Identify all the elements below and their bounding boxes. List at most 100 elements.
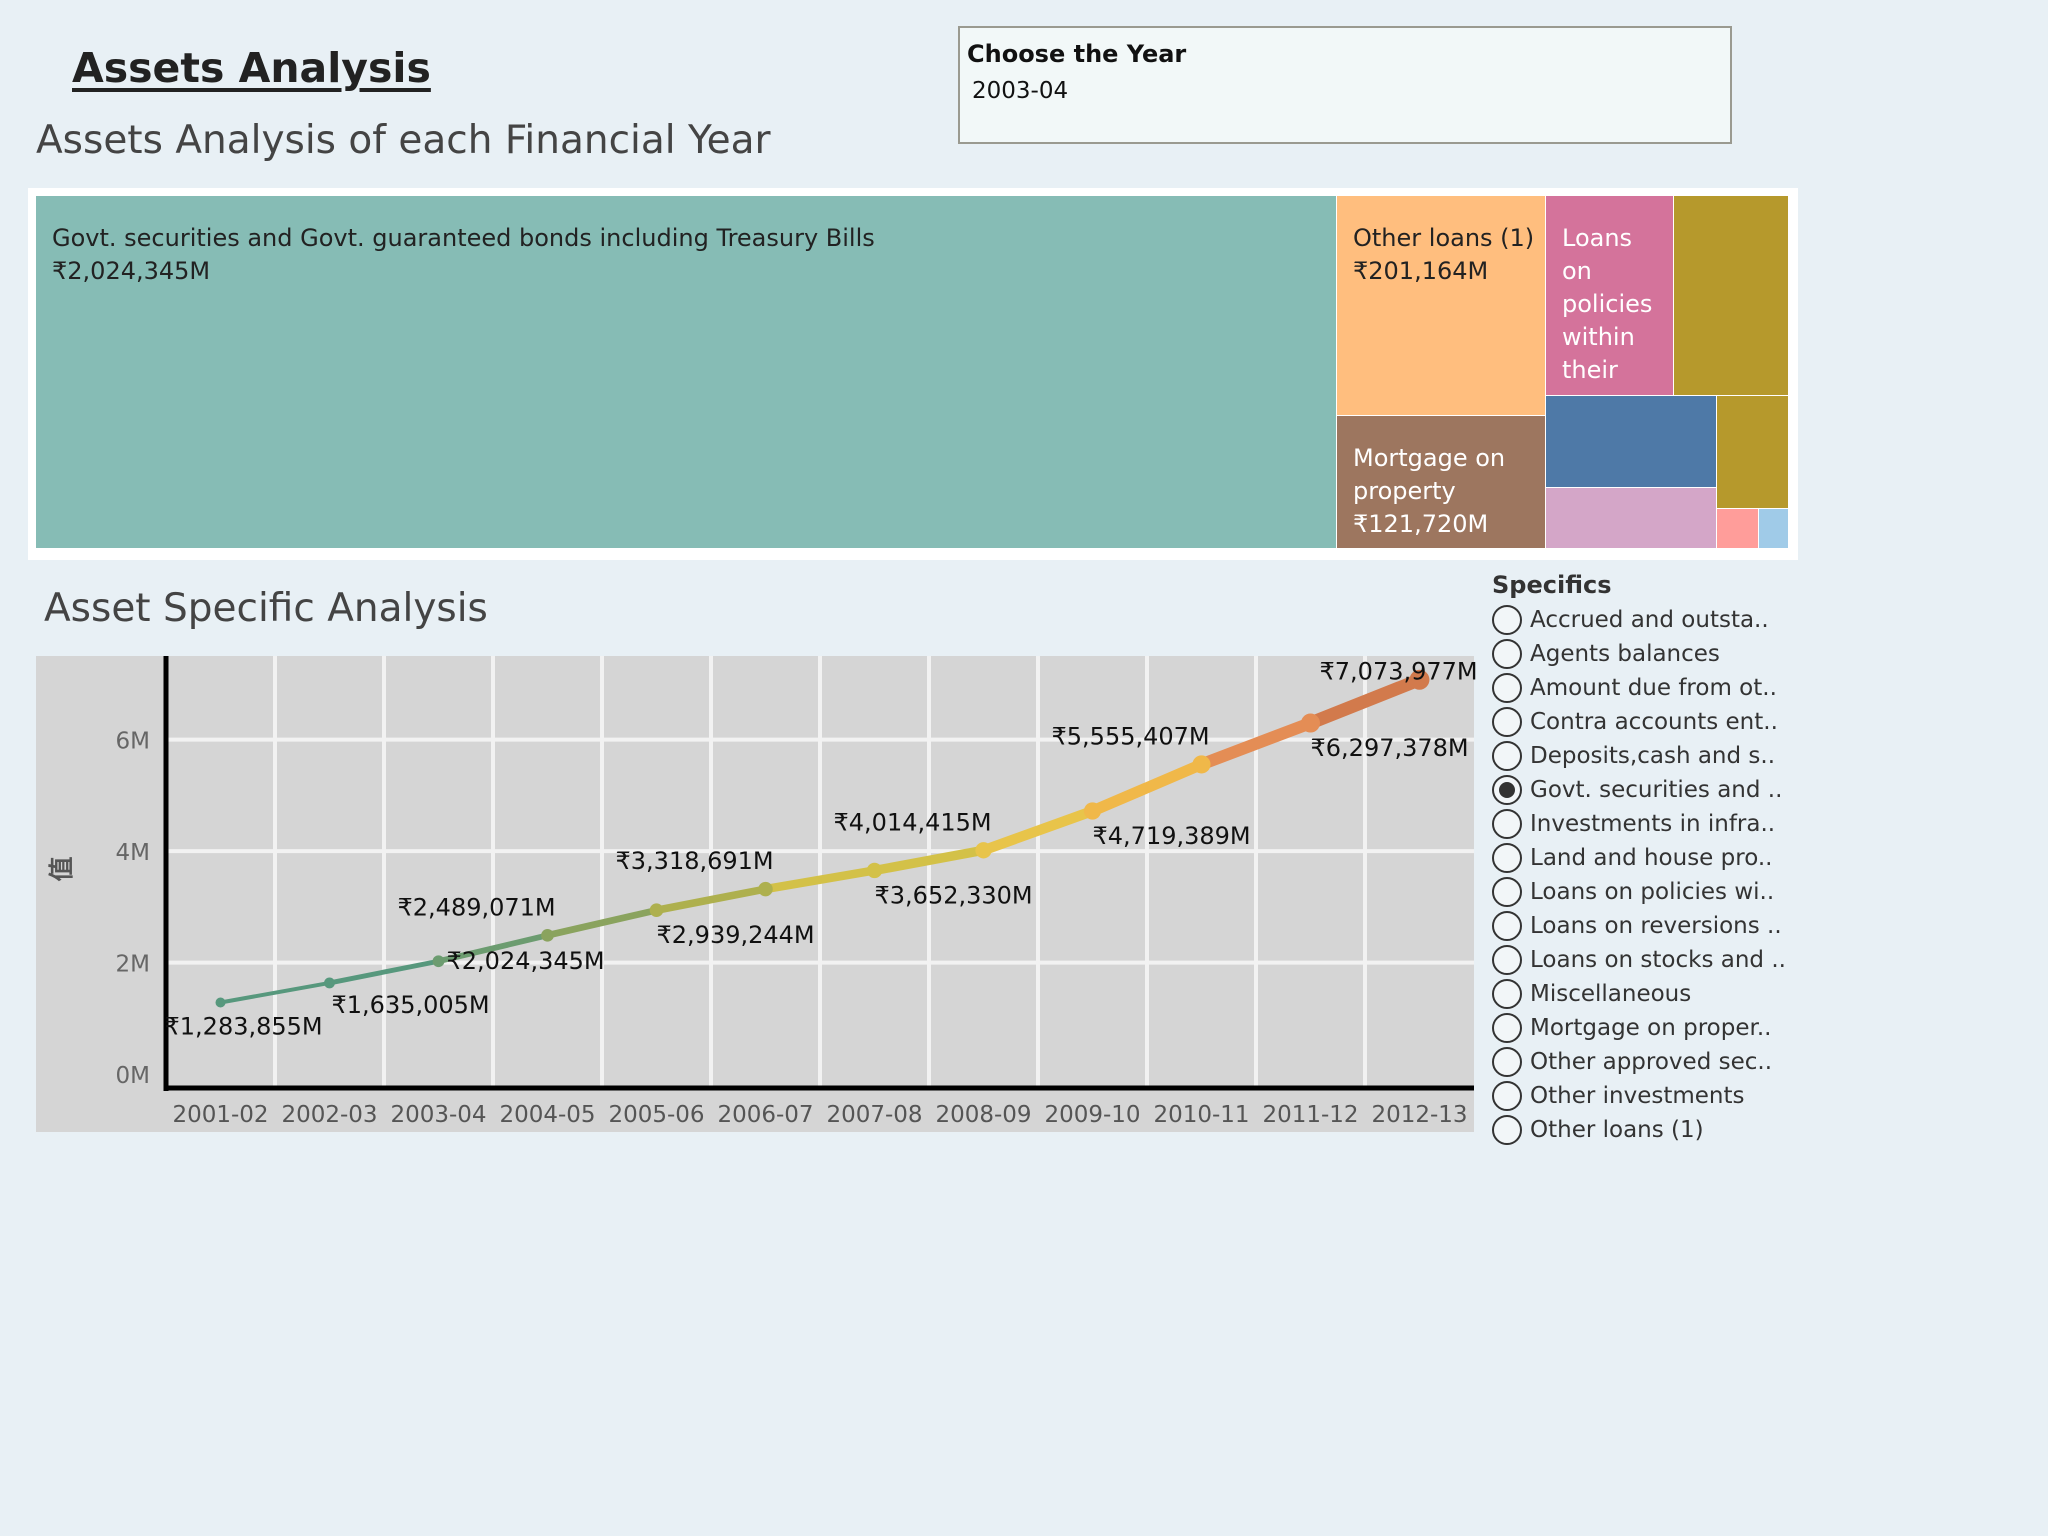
tile-name: Mortgage on property (1353, 444, 1506, 505)
data-point[interactable] (324, 977, 335, 989)
treemap-tile-govt-securities[interactable]: Govt. securities and Govt. guaranteed bo… (36, 196, 1336, 548)
data-label: ₹6,297,378M (1311, 734, 1469, 762)
x-tick-label: 2009-10 (1044, 1102, 1140, 1128)
tile-name: Govt. securities and Govt. guaranteed bo… (52, 224, 875, 252)
dashboard-title: Assets Analysis (72, 44, 431, 92)
x-tick-label: 2001-02 (172, 1102, 268, 1128)
specifics-option[interactable]: Amount due from ot.. (1492, 671, 1777, 705)
radio-icon[interactable] (1492, 1013, 1522, 1043)
line-segment (544, 906, 660, 939)
radio-icon[interactable] (1492, 741, 1522, 771)
radio-icon[interactable] (1492, 1047, 1522, 1077)
x-tick-label: 2011-12 (1262, 1102, 1358, 1128)
specifics-option[interactable]: Loans on reversions .. (1492, 909, 1782, 943)
radio-icon[interactable] (1492, 673, 1522, 703)
data-point[interactable] (1301, 713, 1320, 733)
treemap-tile-loans-on-policies[interactable]: Loans on policies within their (1546, 196, 1673, 395)
data-point[interactable] (432, 955, 445, 968)
x-tick-label: 2003-04 (390, 1102, 486, 1128)
radio-icon[interactable] (1492, 979, 1522, 1009)
treemap-tile-mortgage[interactable]: Mortgage on property ₹121,720M (1337, 416, 1545, 548)
tile-name: Loans on policies within their (1562, 224, 1653, 384)
specifics-option[interactable]: Loans on stocks and .. (1492, 943, 1786, 977)
specifics-option[interactable]: Land and house pro.. (1492, 841, 1773, 875)
specifics-option[interactable]: Miscellaneous (1492, 977, 1691, 1011)
data-label: ₹7,073,977M (1320, 658, 1478, 686)
data-point[interactable] (215, 997, 226, 1008)
data-point[interactable] (975, 842, 992, 859)
line-segment (978, 805, 1098, 856)
specifics-option-label: Amount due from ot.. (1530, 675, 1777, 701)
x-tick-label: 2004-05 (499, 1102, 595, 1128)
radio-selected-icon[interactable] (1492, 775, 1522, 805)
radio-icon[interactable] (1492, 639, 1522, 669)
specifics-option-label: Deposits,cash and s.. (1530, 743, 1776, 769)
radio-icon[interactable] (1492, 1081, 1522, 1111)
data-point[interactable] (1083, 802, 1102, 820)
line-chart-title: Asset Specific Analysis (44, 586, 488, 631)
specifics-option[interactable]: Accrued and outsta.. (1492, 603, 1769, 637)
tile-value: ₹121,720M (1353, 510, 1489, 538)
treemap-tile-lilac[interactable] (1546, 488, 1716, 548)
radio-icon[interactable] (1492, 945, 1522, 975)
x-tick-label: 2007-08 (826, 1102, 922, 1128)
specifics-option[interactable]: Agents balances (1492, 637, 1720, 671)
radio-icon[interactable] (1492, 877, 1522, 907)
grid (166, 656, 1474, 1088)
axes: 0M 2M 4M 6M 2001-02 2002-03 2003-04 2004-05 2005… (116, 656, 1474, 1128)
x-tick-label: 2012-13 (1371, 1102, 1467, 1128)
radio-icon[interactable] (1492, 605, 1522, 635)
data-point[interactable] (1192, 755, 1211, 774)
treemap-tile-blue[interactable] (1546, 396, 1716, 487)
treemap-tile-gold-2[interactable] (1717, 396, 1788, 508)
specifics-option[interactable]: Contra accounts ent.. (1492, 705, 1778, 739)
data-point[interactable] (758, 881, 773, 897)
specifics-option-label: Other approved sec.. (1530, 1049, 1773, 1075)
points (215, 669, 1430, 1008)
specifics-option-label: Contra accounts ent.. (1530, 709, 1778, 735)
data-point[interactable] (866, 862, 883, 879)
specifics-option[interactable]: Investments in infra.. (1492, 807, 1775, 841)
radio-icon[interactable] (1492, 843, 1522, 873)
treemap-tile-gold-1[interactable] (1674, 196, 1788, 395)
x-tick-label: 2008-09 (935, 1102, 1031, 1128)
x-tick-label: 2006-07 (717, 1102, 813, 1128)
specifics-option[interactable]: Govt. securities and .. (1492, 773, 1782, 807)
x-tick-label: 2005-06 (608, 1102, 704, 1128)
data-point[interactable] (541, 928, 554, 942)
specifics-option[interactable]: Other loans (1) (1492, 1113, 1704, 1147)
treemap-tile-pink[interactable] (1717, 509, 1758, 548)
specifics-option[interactable]: Other investments (1492, 1079, 1744, 1113)
specifics-option-label: Land and house pro.. (1530, 845, 1773, 871)
specifics-option-label: Investments in infra.. (1530, 811, 1776, 837)
year-filter[interactable]: Choose the Year 2003-04 (958, 26, 1732, 144)
data-label: ₹4,014,415M (834, 808, 992, 836)
specifics-option-label: Loans on reversions .. (1530, 913, 1782, 939)
data-label: ₹2,024,345M (447, 947, 605, 975)
treemap-tile-light-blue[interactable] (1759, 509, 1788, 548)
specifics-option-label: Other loans (1) (1530, 1117, 1704, 1143)
treemap-tile-other-loans[interactable]: Other loans (1) ₹201,164M (1337, 196, 1545, 415)
tile-text: Loans on policies within their (1562, 222, 1662, 387)
data-label: ₹4,719,389M (1093, 822, 1251, 850)
series-line (218, 673, 1426, 1005)
line-segment (1086, 758, 1208, 817)
specifics-option[interactable]: Loans on policies wi.. (1492, 875, 1774, 909)
radio-icon[interactable] (1492, 911, 1522, 941)
data-label: ₹3,652,330M (875, 881, 1033, 909)
radio-icon[interactable] (1492, 707, 1522, 737)
radio-icon[interactable] (1492, 809, 1522, 839)
radio-icon[interactable] (1492, 1115, 1522, 1145)
specifics-option[interactable]: Other approved sec.. (1492, 1045, 1772, 1079)
specifics-option-label: Loans on stocks and .. (1530, 947, 1786, 973)
specifics-option[interactable]: Mortgage on proper.. (1492, 1011, 1771, 1045)
specifics-option-label: Govt. securities and .. (1530, 777, 1783, 803)
data-point[interactable] (649, 903, 664, 918)
y-tick-label: 4M (116, 840, 150, 866)
year-filter-value[interactable]: 2003-04 (972, 78, 1069, 104)
tile-text: Mortgage on property ₹121,720M (1353, 442, 1513, 541)
data-label: ₹2,939,244M (657, 921, 815, 949)
specifics-option[interactable]: Deposits,cash and s.. (1492, 739, 1775, 773)
data-label: ₹5,555,407M (1052, 722, 1210, 750)
data-point[interactable] (1409, 669, 1430, 690)
